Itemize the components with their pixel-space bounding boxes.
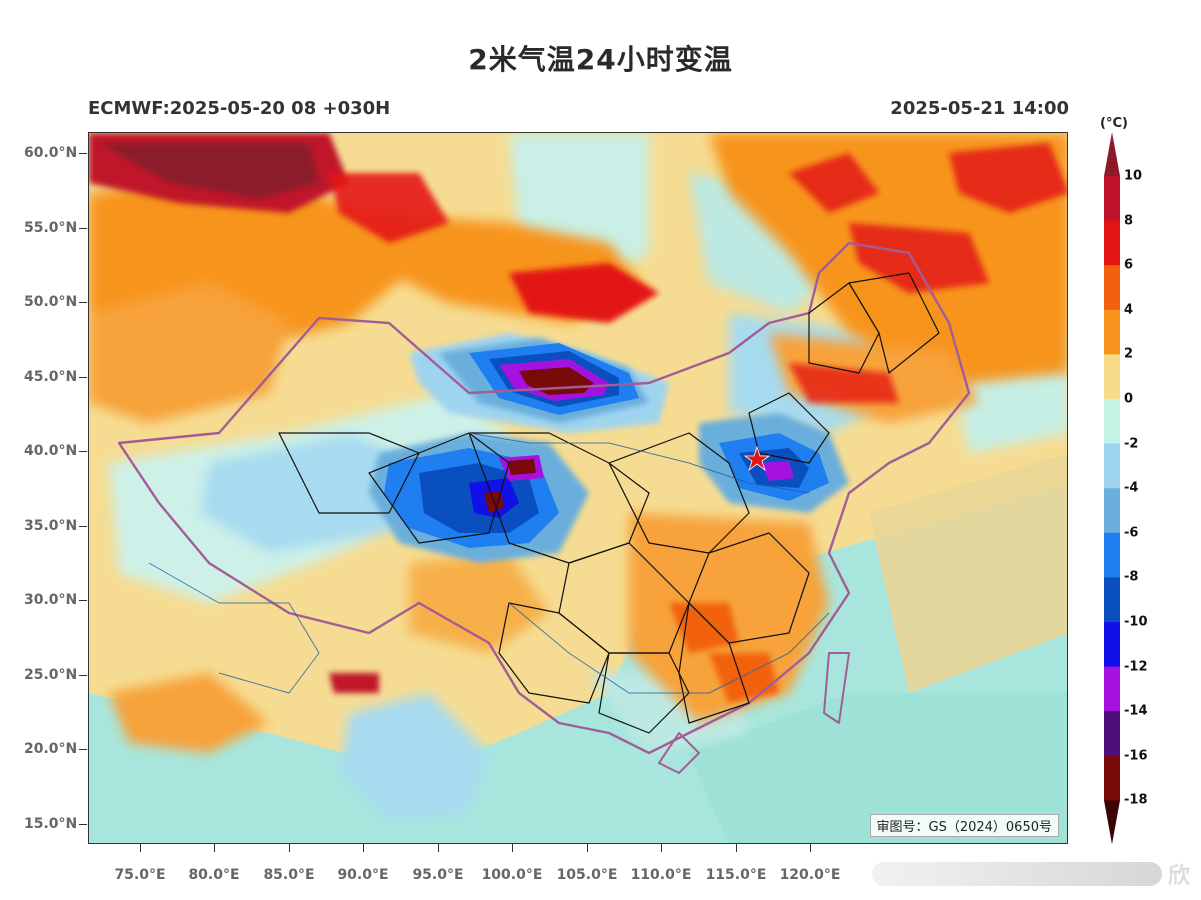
colorbar-segment <box>1104 265 1120 311</box>
lon-tick <box>810 844 811 852</box>
lat-label: 35.0°N <box>24 518 78 534</box>
lon-tick <box>512 844 513 852</box>
hot-anomalies <box>89 133 1067 703</box>
lon-tick <box>438 844 439 852</box>
watermark: 欣 <box>840 860 1192 889</box>
lon-label: 120.0°E <box>779 867 841 883</box>
colorbar-label: 10 <box>1124 168 1143 184</box>
lon-label: 75.0°E <box>114 867 166 883</box>
lat-label: 45.0°N <box>24 369 78 385</box>
colorbar-label: -16 <box>1124 748 1148 764</box>
lon-label: 105.0°E <box>556 867 618 883</box>
colorbar-segment <box>1104 532 1120 578</box>
lat-tick <box>79 377 87 378</box>
lat-tick <box>79 302 87 303</box>
colorbar-segment <box>1104 666 1120 712</box>
lon-label: 90.0°E <box>337 867 389 883</box>
colorbar-label: -10 <box>1124 614 1148 630</box>
china-border <box>117 241 971 755</box>
lat-tick <box>79 451 87 452</box>
lon-tick <box>289 844 290 852</box>
lat-tick <box>79 228 87 229</box>
lat-tick <box>79 675 87 676</box>
lat-tick <box>79 526 87 527</box>
lon-tick <box>214 844 215 852</box>
lon-label: 115.0°E <box>705 867 767 883</box>
colorbar-segment <box>1104 577 1120 623</box>
lon-label: 80.0°E <box>188 867 240 883</box>
colorbar-label: 8 <box>1124 213 1134 229</box>
colorbar-label: -14 <box>1124 703 1148 719</box>
colorbar-arrow-bottom <box>1104 800 1120 845</box>
map-title: 2米气温24小时变温 <box>468 43 733 76</box>
east-sea-area <box>869 453 1067 693</box>
colorbar-segment <box>1104 220 1120 266</box>
lon-label: 110.0°E <box>630 867 692 883</box>
capital-star-marker <box>743 445 771 472</box>
model-run-info: ECMWF:2025-05-20 08 +030H <box>88 98 391 119</box>
temperature-change-map <box>89 133 1067 843</box>
colorbar-segment <box>1104 354 1120 400</box>
colorbar-segment <box>1104 399 1120 445</box>
lat-label: 50.0°N <box>24 294 78 310</box>
colorbar-label: 2 <box>1124 346 1134 362</box>
taiwan-island <box>823 652 850 724</box>
colorbar-unit: (°C) <box>1100 116 1128 131</box>
lon-label: 85.0°E <box>263 867 315 883</box>
colorbar-label: 6 <box>1124 257 1134 273</box>
lat-label: 30.0°N <box>24 592 78 608</box>
lat-tick <box>79 600 87 601</box>
valid-time: 2025-05-21 14:00 <box>890 98 1069 119</box>
lon-label: 95.0°E <box>412 867 464 883</box>
lat-label: 40.0°N <box>24 443 78 459</box>
watermark-blur <box>871 862 1162 886</box>
colorbar-segment <box>1104 622 1120 668</box>
lon-tick <box>140 844 141 852</box>
colorbar-label: -18 <box>1124 792 1148 808</box>
lon-tick <box>736 844 737 852</box>
colorbar <box>1104 132 1120 845</box>
colorbar-segment <box>1104 309 1120 355</box>
lat-tick <box>79 824 87 825</box>
south-sea-area <box>689 693 1067 843</box>
lon-tick <box>587 844 588 852</box>
colorbar-label: -8 <box>1124 569 1139 585</box>
colorbar-segment <box>1104 755 1120 801</box>
lat-label: 60.0°N <box>24 145 78 161</box>
lat-tick <box>79 749 87 750</box>
colorbar-label: -12 <box>1124 659 1148 675</box>
strong-cooling <box>369 333 849 563</box>
colorbar-arrow-top <box>1104 132 1120 176</box>
colorbar-segment <box>1104 176 1120 222</box>
colorbar-segment <box>1104 711 1120 757</box>
colorbar-label: 0 <box>1124 391 1134 407</box>
colorbar-label: 4 <box>1124 302 1134 318</box>
hainan-island <box>658 732 700 774</box>
colorbar-segment <box>1104 488 1120 534</box>
lat-tick <box>79 153 87 154</box>
colorbar-label: -2 <box>1124 436 1139 452</box>
lat-label: 15.0°N <box>24 816 78 832</box>
colorbar-label: -4 <box>1124 480 1139 496</box>
colorbar-label: -6 <box>1124 525 1139 541</box>
lon-tick <box>661 844 662 852</box>
lon-label: 100.0°E <box>481 867 543 883</box>
map-panel[interactable]: 审图号：GS（2024）0650号 <box>88 132 1068 844</box>
colorbar-segment <box>1104 443 1120 489</box>
lon-tick <box>363 844 364 852</box>
lat-label: 25.0°N <box>24 667 78 683</box>
boundaries <box>117 241 971 774</box>
lat-label: 55.0°N <box>24 220 78 236</box>
watermark-text: 欣 <box>1167 864 1192 889</box>
map-review-number: 审图号：GS（2024）0650号 <box>869 814 1059 837</box>
lat-label: 20.0°N <box>24 741 78 757</box>
